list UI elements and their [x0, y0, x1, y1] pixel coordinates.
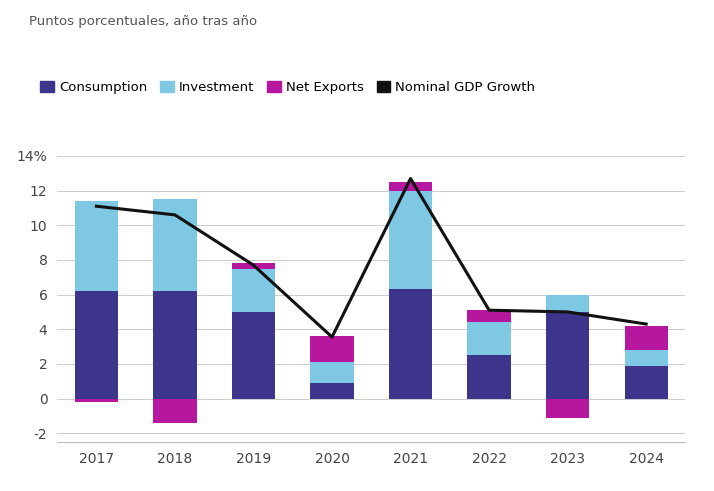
Bar: [311, 362, 353, 383]
Bar: [311, 383, 353, 399]
Text: Puntos porcentuales, año tras año: Puntos porcentuales, año tras año: [29, 15, 257, 27]
Bar: [311, 336, 353, 362]
Bar: [389, 289, 432, 399]
Bar: [232, 269, 275, 312]
Bar: [75, 399, 118, 402]
Bar: [546, 312, 589, 399]
Bar: [232, 312, 275, 399]
Legend: Consumption, Investment, Net Exports, Nominal GDP Growth: Consumption, Investment, Net Exports, No…: [35, 75, 540, 99]
Bar: [625, 366, 668, 399]
Bar: [625, 326, 668, 350]
Bar: [75, 201, 118, 291]
Bar: [546, 399, 589, 418]
Bar: [546, 295, 589, 312]
Bar: [75, 291, 118, 399]
Bar: [625, 350, 668, 366]
Bar: [232, 263, 275, 269]
Bar: [468, 310, 511, 322]
Bar: [468, 322, 511, 355]
Bar: [154, 399, 196, 423]
Bar: [389, 191, 432, 289]
Bar: [154, 291, 196, 399]
Bar: [154, 199, 196, 291]
Bar: [468, 355, 511, 399]
Bar: [389, 182, 432, 191]
